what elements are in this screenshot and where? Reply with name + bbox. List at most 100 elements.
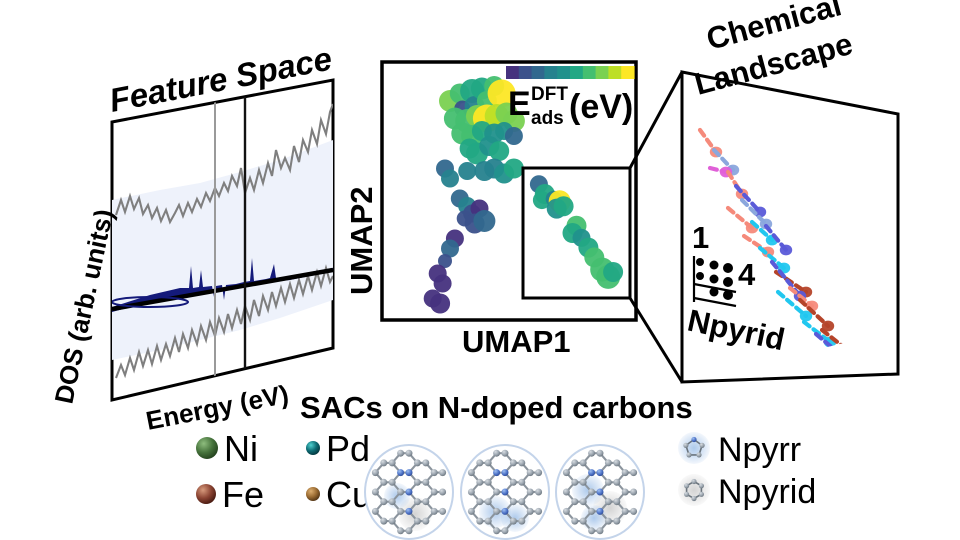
- carbon-atom-icon: [476, 517, 484, 525]
- carbon-atom-icon: [588, 449, 596, 457]
- metal-legend-item: Pd: [306, 428, 370, 469]
- carbon-atom-icon: [579, 498, 587, 506]
- carbon-atom-icon: [397, 527, 405, 535]
- umap-inset-point: [553, 196, 574, 217]
- nitrogen-legend-item: Npyrid: [678, 473, 816, 511]
- carbon-atom-icon: [467, 507, 475, 515]
- nitrogen-atom-icon: [405, 488, 413, 496]
- metal-legend-label: Fe: [222, 474, 264, 515]
- carbon-atom-icon: [422, 459, 430, 467]
- carbon-atom-icon: [413, 459, 421, 467]
- carbon-atom-icon: [630, 469, 638, 477]
- carbon-atom-icon: [467, 469, 475, 477]
- carbon-atom-icon: [484, 478, 492, 486]
- ring-atom-icon: [684, 491, 690, 497]
- umap-point: [438, 254, 452, 268]
- colorbar-segment: [506, 66, 520, 79]
- carbon-atom-icon: [588, 488, 596, 496]
- carbon-atom-icon: [571, 478, 579, 486]
- carbon-atom-icon: [562, 488, 570, 496]
- metal-legend-label: Pd: [326, 428, 370, 469]
- carbon-atom-icon: [405, 449, 413, 457]
- colorbar-segment: [518, 66, 533, 79]
- metal-sphere-icon: [196, 484, 216, 504]
- carbon-atom-icon: [467, 488, 475, 496]
- carbon-atom-icon: [604, 517, 612, 525]
- panel-umap: E DFT ads (eV) UMAP2 UMAP1: [344, 60, 638, 359]
- ring-atom-icon: [691, 495, 697, 502]
- carbon-atom-icon: [613, 498, 621, 506]
- landscape-trend-line: [733, 183, 763, 215]
- carbon-atom-icon: [621, 488, 629, 496]
- dos-band-fill: [112, 140, 333, 360]
- panel-chemical-landscape: Chemical Landscape 1 4 Npyrid: [680, 0, 900, 384]
- ring-atom-icon: [696, 452, 702, 458]
- panel-feature-space: Feature Space DOS (arb. units) Energy (e…: [49, 40, 335, 436]
- npyrid-tick-min: 1: [692, 220, 709, 255]
- colorbar-segment: [570, 66, 584, 79]
- metal-sphere-icon: [196, 437, 218, 459]
- metal-legend-item: Ni: [196, 428, 258, 469]
- colorbar-segment: [595, 66, 609, 79]
- carbon-atom-icon: [397, 449, 405, 457]
- landscape-trend-line: [775, 289, 809, 319]
- colorbar-segment: [582, 66, 597, 79]
- landscape-point: [865, 376, 879, 382]
- colorbar-label-E: E: [508, 85, 531, 123]
- umap-xlabel: UMAP1: [462, 324, 571, 359]
- dos-lower-curve: [115, 264, 333, 379]
- dos-highlight-marker: [112, 296, 189, 308]
- carbon-atom-icon: [388, 498, 396, 506]
- n-site-halo-icon: [678, 474, 710, 506]
- umap-point: [503, 158, 524, 179]
- colorbar-segment: [557, 66, 571, 79]
- carbon-atom-icon: [509, 498, 517, 506]
- metal-legend-label: Ni: [224, 428, 258, 469]
- umap-colorbar: [506, 66, 635, 79]
- carbon-atom-icon: [501, 449, 509, 457]
- ring-atom-icon: [686, 452, 692, 458]
- umap-scatter: [423, 76, 525, 314]
- carbon-atom-icon: [526, 507, 534, 515]
- metal-legend: Ni Pd Fe Cu: [196, 428, 372, 515]
- umap-point: [441, 239, 459, 258]
- carbon-atom-icon: [630, 507, 638, 515]
- landscape-point: [821, 320, 835, 332]
- connector-bottom: [628, 297, 684, 383]
- ring-atom-icon: [698, 491, 704, 497]
- umap-point: [473, 210, 496, 232]
- carbon-atom-icon: [518, 459, 526, 467]
- nitrogen-atom-icon: [501, 507, 509, 515]
- metal-sphere-icon: [306, 441, 320, 455]
- umap-colorbar-label: E DFT ads (eV): [508, 84, 633, 129]
- carbon-atom-icon: [422, 517, 430, 525]
- umap-point: [487, 79, 516, 108]
- nitrogen-atom-icon: [501, 469, 509, 477]
- carbon-atom-icon: [588, 527, 596, 535]
- carbon-atom-icon: [579, 478, 587, 486]
- nitrogen-atom-icon: [588, 469, 596, 477]
- carbon-atom-icon: [493, 507, 501, 515]
- ring-atom-icon: [698, 483, 704, 489]
- carbon-atom-icon: [439, 507, 447, 515]
- umap-point: [489, 141, 510, 161]
- metal-legend-item: Fe: [196, 474, 264, 515]
- carbon-atom-icon: [371, 488, 379, 496]
- metal-legend-item: Cu: [306, 474, 372, 515]
- chemical-landscape-frame: [680, 70, 900, 384]
- sac-structure-thumbnail: [460, 444, 550, 540]
- carbon-atom-icon: [476, 498, 484, 506]
- bottom-caption: SACs on N-doped carbons: [300, 390, 693, 425]
- nitrogen-legend: Npyrr Npyrid: [678, 431, 816, 511]
- nitrogen-atom-icon: [405, 507, 413, 515]
- carbon-atom-icon: [571, 517, 579, 525]
- carbon-atom-icon: [571, 459, 579, 467]
- nitrogen-atom-icon: [493, 469, 501, 477]
- landscape-point: [799, 310, 813, 322]
- carbon-atom-icon: [596, 449, 604, 457]
- carbon-atom-icon: [439, 488, 447, 496]
- carbon-atom-icon: [413, 478, 421, 486]
- carbon-atom-icon: [501, 527, 509, 535]
- umap-point: [441, 169, 459, 188]
